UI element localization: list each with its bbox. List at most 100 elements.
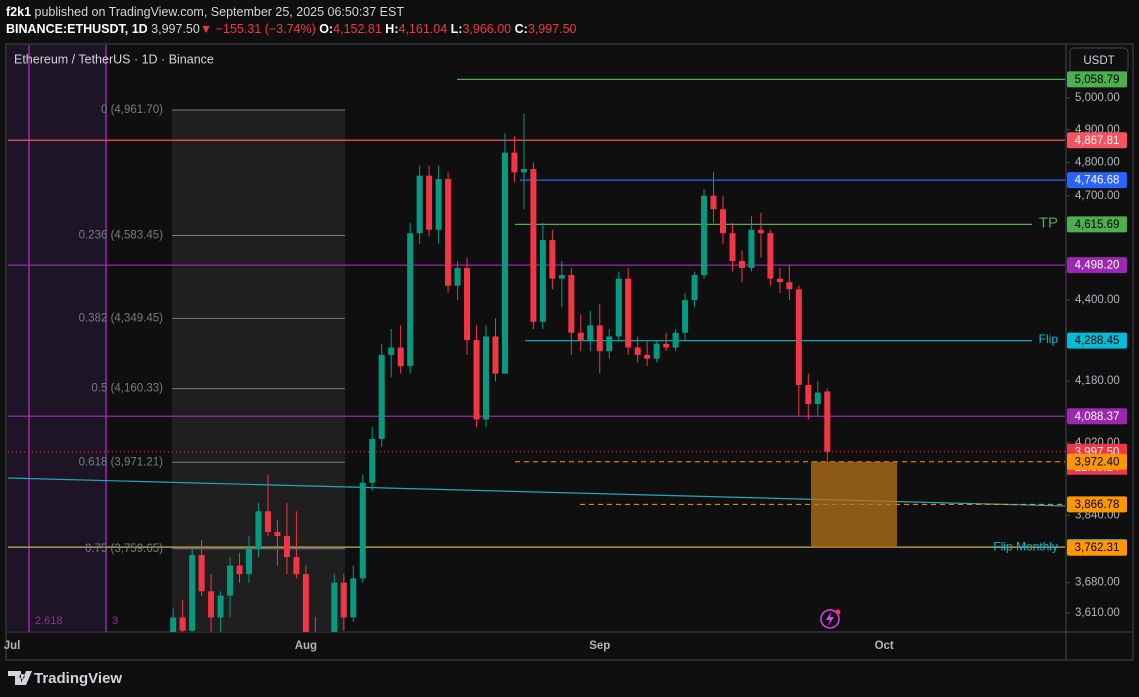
candle-body (302, 574, 309, 632)
candle-body (587, 325, 594, 341)
currency[interactable]: USDT (1083, 55, 1114, 67)
candle-body (388, 347, 395, 355)
ohlc-value: 4,152.81 (333, 22, 382, 36)
price-badge-label: 4,867.81 (1075, 135, 1120, 147)
alert-icon[interactable] (820, 609, 840, 629)
candle-body (606, 336, 613, 352)
x-tick-label: Aug (295, 640, 317, 652)
candle-body (596, 325, 603, 352)
fib-box (172, 110, 345, 632)
x-tick-label: Oct (875, 640, 894, 652)
author: f2k1 (6, 5, 32, 19)
price-badge (1067, 216, 1127, 233)
candle-body (653, 343, 660, 359)
ohlc-label: C: (514, 22, 528, 36)
candle-body (426, 175, 433, 230)
level-name: Flip (1039, 332, 1059, 346)
candle-body (264, 511, 271, 532)
candle-body (170, 617, 177, 632)
ohlc-label: O: (319, 22, 334, 36)
candle-body (454, 268, 461, 286)
fib-label: 0 (4,961.70) (101, 104, 163, 116)
fib-label: 0.382 (4,349.45) (79, 312, 164, 324)
candle-body (246, 548, 252, 575)
y-tick-label: 3,680.00 (1075, 577, 1120, 589)
candle-body (227, 565, 234, 596)
price-badge (1067, 172, 1127, 189)
ohlc-label: H: (385, 22, 399, 36)
y-tick-label: 4,700.00 (1075, 190, 1120, 202)
price-badge (1067, 408, 1127, 425)
candle-body (483, 336, 489, 420)
candle-body (293, 557, 300, 575)
candle-body (331, 582, 338, 632)
price-badge-label: 4,498.20 (1075, 260, 1120, 272)
candle-body (644, 354, 651, 359)
alert-dot (835, 609, 841, 615)
y-tick-label: 5,000.00 (1075, 92, 1120, 104)
candle-body (464, 268, 471, 341)
candle-body (786, 282, 793, 290)
candle-body (189, 554, 196, 631)
price-badge-label: 3,762.31 (1075, 542, 1120, 554)
candle-body (520, 169, 527, 173)
candle-body (663, 343, 670, 348)
candle-body (255, 511, 262, 549)
brand: TradingView (34, 670, 122, 687)
candle-body (738, 261, 745, 269)
candle-body (776, 278, 783, 283)
candle-body (767, 233, 774, 279)
price-badge (1067, 132, 1127, 149)
fib-label: 0.618 (3,971.21) (79, 456, 164, 468)
zone-box (811, 461, 897, 548)
y-tick-label: 4,800.00 (1075, 156, 1120, 168)
candle-body (236, 565, 243, 575)
candle-body (274, 531, 281, 537)
candle-body (416, 175, 423, 234)
fib-label: 0.75 (3,759.65) (85, 543, 163, 555)
candle-body (824, 391, 831, 452)
fib-time-zone (7, 45, 106, 632)
level-name: Flip Monthly (993, 539, 1058, 553)
candles (170, 113, 831, 632)
symbol-line: BINANCE:ETHUSDT, 1D 3,997.50▼ −155.31 (−… (6, 21, 577, 38)
candle-body (805, 384, 812, 405)
fib-label: 0.5 (4,160.33) (91, 383, 163, 395)
candle-body (634, 347, 641, 355)
ohlc-label: L: (450, 22, 463, 36)
published: published on TradingView.com, September … (34, 5, 404, 19)
candle-body (558, 275, 565, 279)
candle-body (577, 332, 584, 341)
publish-line: f2k1 published on TradingView.com, Septe… (6, 4, 577, 21)
y-tick-label: 4,180.00 (1075, 375, 1120, 387)
candle-body (501, 152, 508, 374)
logo-icon (8, 671, 32, 685)
candle-body (539, 240, 546, 322)
price-badge-label: 4,615.69 (1075, 219, 1120, 231)
candle-body (748, 229, 755, 269)
alert-bolt (826, 612, 834, 626)
candle-body (208, 591, 215, 618)
candle-body (340, 582, 347, 618)
price-badge-label: 5,058.79 (1075, 74, 1120, 86)
price-badge (1067, 496, 1127, 513)
candle-body (720, 209, 726, 234)
header: f2k1 published on TradingView.com, Septe… (6, 4, 577, 38)
candle-body (701, 195, 708, 276)
candle-body (549, 240, 556, 279)
price-badge (1067, 332, 1127, 349)
chart-title: Ethereum / TetherUS · 1D · Binance (14, 52, 214, 66)
price-badge (1067, 539, 1127, 556)
candle-body (217, 595, 224, 618)
candle-body (369, 438, 376, 483)
candle-body (672, 332, 679, 348)
plot (7, 45, 1066, 632)
candle-body (530, 169, 537, 322)
price-badge (1067, 257, 1127, 274)
ohlc-value: 4,161.04 (398, 22, 448, 36)
candle-body (473, 340, 480, 420)
candle-body (691, 275, 698, 301)
candle-body (359, 482, 366, 579)
candle-body (397, 347, 404, 367)
